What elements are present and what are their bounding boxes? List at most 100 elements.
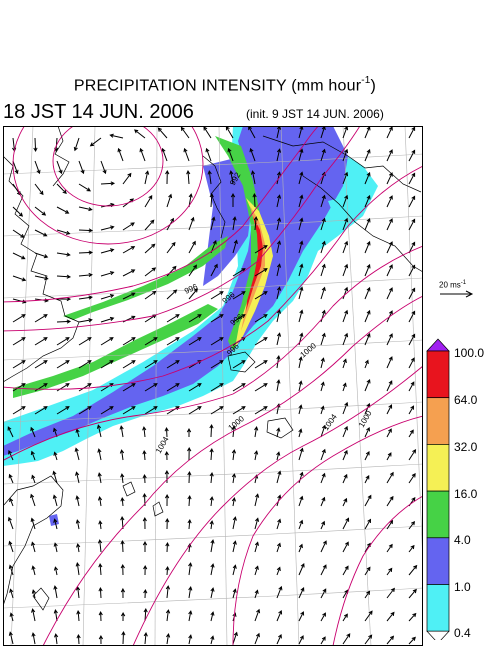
legend-swatch-top [426,338,450,352]
wind-arrow [164,426,169,438]
wind-arrow [31,608,36,622]
wind-arrow [364,494,372,507]
wind-arrow [254,589,259,599]
wind-arrow [408,357,415,369]
wind-arrow [298,404,303,415]
wind-arrow [342,126,349,139]
wind-arrow [342,541,349,553]
wind-arrow [364,194,371,208]
wind-arrow [320,564,327,576]
wind-arrow [142,516,147,530]
legend-label-1: 1.0 [454,580,471,594]
wind-arrow [408,264,416,277]
wind-arrow [166,314,180,323]
wind-arrow [408,588,417,599]
wind-arrow [386,195,393,208]
wind-arrow [34,314,48,323]
legend-label-64: 64.0 [454,393,478,407]
wind-arrow [143,588,148,599]
precip-intense-band [235,198,273,348]
wind-arrow [78,383,92,392]
wind-arrow [232,314,246,323]
wind-arrow [144,383,158,392]
wind-arrow [89,137,102,147]
wind-arrow [122,337,136,346]
map-frame [3,126,423,646]
wind-arrow [231,425,236,438]
wind-arrow [205,147,212,162]
wind-arrow [298,543,303,553]
time-header: 18 JST 14 JUN. 2006 (init. 9 JST 14 JUN.… [3,101,433,124]
wind-vectors [7,126,418,645]
wind-arrow [98,520,103,530]
wind-arrow [342,309,349,323]
wind-arrow [142,426,147,438]
wind-arrow [97,472,102,484]
wind-arrow [209,471,214,484]
wind-arrow [180,126,190,139]
wind-arrow [386,519,394,530]
wind-arrow [78,318,93,323]
wind-arrow [386,635,395,645]
wind-arrow [143,564,148,576]
wind-arrow [276,518,282,530]
wind-arrow [30,517,36,530]
wind-arrow [364,450,370,461]
wind-arrow [298,380,303,392]
wind-arrow [276,542,281,553]
wind-arrow [209,447,214,461]
title-exponent: -1 [361,75,371,86]
wind-arrow [7,426,14,438]
wind-arrow [298,447,304,461]
wind-arrow [408,149,416,162]
wind-arrow [210,216,216,231]
wind-arrow [342,517,350,530]
wind-arrow [298,194,304,208]
wind-arrow [254,337,268,346]
legend-swatch [426,397,450,445]
wind-arrow [386,495,394,507]
wind-arrow [98,634,104,645]
wind-arrow [298,611,305,622]
wind-arrow [78,360,92,369]
wind-arrow [188,586,193,599]
wind-arrow [298,171,304,185]
wind-arrow [408,172,416,185]
wind-arrow [12,206,24,217]
wind-arrow [144,219,155,231]
wind-arrow [210,587,215,599]
wind-arrow [100,337,114,346]
wind-arrow [34,383,48,392]
wind-arrow [12,229,25,238]
wind-arrow [231,473,237,484]
wind-arrow [9,497,14,507]
wind-arrow [166,289,178,300]
wind-arrow [97,539,103,553]
wind-arrow [232,216,237,231]
wind-arrow [76,633,81,645]
wind-arrow [386,428,392,438]
wind-arrow [122,383,136,392]
wind-arrow [342,382,347,392]
wind-arrow [78,337,92,346]
wind-arrow [276,451,281,461]
wind-arrow [364,126,371,139]
wind-arrow [122,222,135,231]
wind-arrow [97,496,103,507]
wind-arrow [364,309,371,323]
wind-arrow [408,520,416,530]
wind-arrow [342,473,348,484]
wind-arrow [78,406,92,415]
wind-arrow [56,296,72,302]
isobar-label: 1004 [321,412,339,432]
wind-arrow [298,309,304,323]
wind-arrow [12,275,27,282]
wind-arrow [232,239,238,254]
wind-arrow [120,473,125,484]
wind-arrow [320,381,325,392]
wind-arrow [252,192,257,208]
wind-arrow [408,333,416,346]
wind-arrow [320,332,326,346]
wind-arrow [120,587,126,599]
wind-arrow [210,337,224,346]
